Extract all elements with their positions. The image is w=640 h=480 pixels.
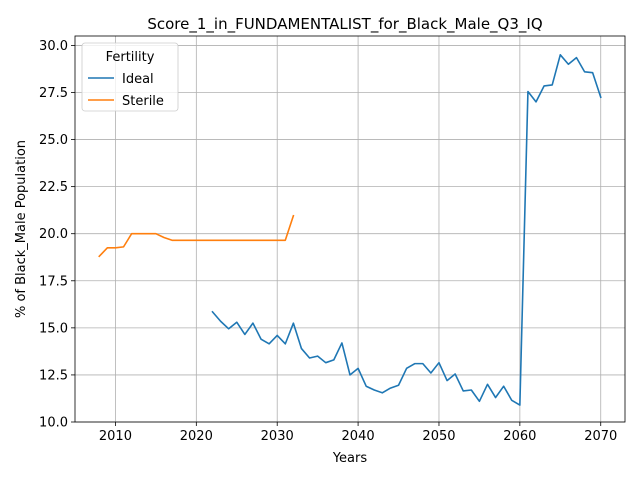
y-axis-title: % of Black_Male Population bbox=[14, 140, 29, 318]
series-line-ideal bbox=[211, 54, 602, 406]
y-tick-label: 15.0 bbox=[39, 321, 68, 336]
x-tick-label: 2040 bbox=[342, 429, 375, 444]
series-line-sterile bbox=[98, 214, 295, 258]
y-tick-label: 12.5 bbox=[39, 368, 68, 383]
legend: Fertility Ideal Sterile bbox=[81, 42, 179, 112]
legend-title: Fertility bbox=[106, 50, 155, 65]
x-tick-label: 2030 bbox=[261, 429, 294, 444]
y-axis: 10.0 12.5 15.0 17.5 20.0 22.5 25.0 27.5 30.0 bbox=[39, 39, 75, 431]
series-lines bbox=[98, 54, 602, 406]
y-tick-label: 30.0 bbox=[39, 39, 68, 54]
legend-box bbox=[81, 42, 179, 112]
x-tick-label: 2070 bbox=[584, 429, 617, 444]
x-tick-label: 2050 bbox=[422, 429, 455, 444]
y-tick-label: 10.0 bbox=[39, 416, 68, 431]
y-tick-label: 22.5 bbox=[39, 180, 68, 195]
y-tick-label: 17.5 bbox=[39, 274, 68, 289]
y-tick-label: 25.0 bbox=[39, 133, 68, 148]
chart-title: Score_1_in_FUNDAMENTALIST_for_Black_Male… bbox=[147, 15, 542, 34]
legend-items: Ideal Sterile bbox=[88, 72, 164, 109]
y-tick-label: 20.0 bbox=[39, 227, 68, 242]
x-tick-label: 2020 bbox=[180, 429, 213, 444]
legend-label-ideal: Ideal bbox=[122, 72, 154, 87]
plot-frame bbox=[74, 35, 626, 423]
x-tick-label: 2010 bbox=[99, 429, 132, 444]
legend-label-sterile: Sterile bbox=[122, 94, 164, 109]
y-tick-label: 27.5 bbox=[39, 86, 68, 101]
x-axis: 2010 2020 2030 2040 2050 2060 2070 bbox=[99, 422, 617, 444]
x-axis-title: Years bbox=[332, 451, 368, 466]
x-tick-label: 2060 bbox=[503, 429, 536, 444]
